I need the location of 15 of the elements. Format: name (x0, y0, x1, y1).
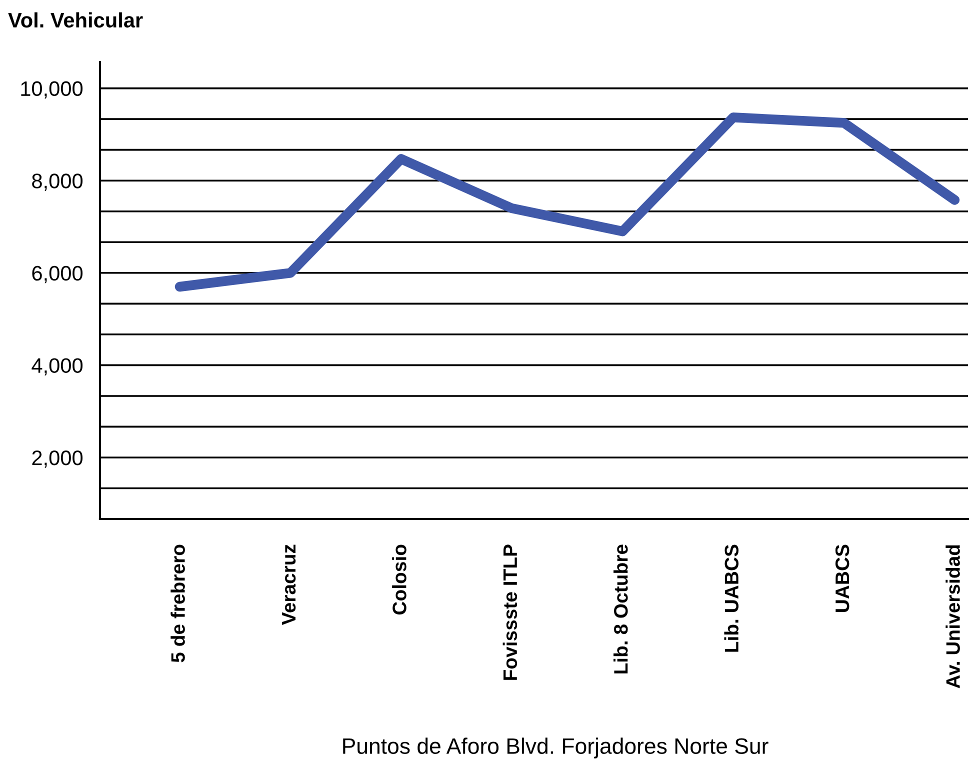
x-tick-label: Veracruz (282, 544, 296, 625)
y-tick-label: 6,000 (32, 266, 83, 284)
y-tick-label: 10,000 (21, 81, 83, 99)
y-axis-title: Vol. Vehicular (8, 12, 143, 28)
x-axis-title: Puntos de Aforo Blvd. Forjadores Norte Sur (343, 738, 768, 758)
x-tick-label: Fovissste ITLP (502, 544, 518, 680)
x-tick-label: Lib. UABCS (724, 544, 739, 652)
x-tick-label: Av. Universidad (946, 545, 960, 688)
x-tick-label: Lib. 8 Octubre (614, 544, 628, 674)
x-tick-label: UABCS (835, 544, 850, 612)
y-tick-label: 2,000 (32, 450, 83, 468)
y-tick-label: 8,000 (32, 174, 83, 191)
y-tick-label: 4,000 (32, 358, 83, 376)
x-tick-label: Colosio (392, 544, 406, 614)
x-tick-label: 5 de frebrero (170, 544, 185, 662)
